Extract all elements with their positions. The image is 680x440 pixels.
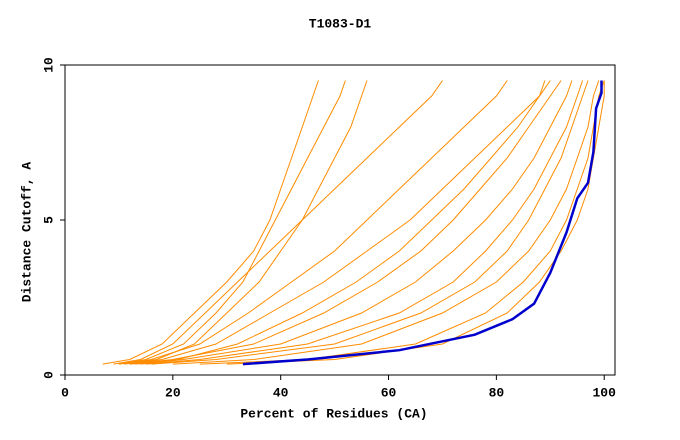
x-axis-title: Percent of Residues (CA) <box>240 406 427 421</box>
chart-title: T1083-D1 <box>309 16 372 31</box>
series-line <box>172 80 600 365</box>
series-line <box>129 80 562 365</box>
series-line <box>113 80 443 365</box>
series-line <box>199 80 605 365</box>
x-tick-label: 60 <box>381 385 397 400</box>
y-axis-title: Distance Cutoff, A <box>19 162 34 303</box>
series-line <box>140 80 573 365</box>
series-line <box>226 80 605 365</box>
series-line <box>145 80 584 365</box>
x-tick-label: 100 <box>593 385 617 400</box>
x-tick-label: 0 <box>61 385 69 400</box>
series-line <box>118 80 346 365</box>
series-line <box>124 80 368 365</box>
series-line <box>151 80 589 365</box>
x-tick-label: 80 <box>489 385 505 400</box>
series-line <box>118 80 508 365</box>
series-line <box>129 80 551 365</box>
x-tick-label: 40 <box>273 385 289 400</box>
series-line <box>102 80 319 365</box>
y-tick-label: 10 <box>41 57 56 73</box>
x-tick-label: 20 <box>165 385 181 400</box>
y-tick-label: 0 <box>41 371 56 379</box>
series-line <box>242 80 603 366</box>
plot-frame <box>64 64 616 376</box>
y-tick-label: 5 <box>41 216 56 224</box>
series-line <box>135 80 546 365</box>
